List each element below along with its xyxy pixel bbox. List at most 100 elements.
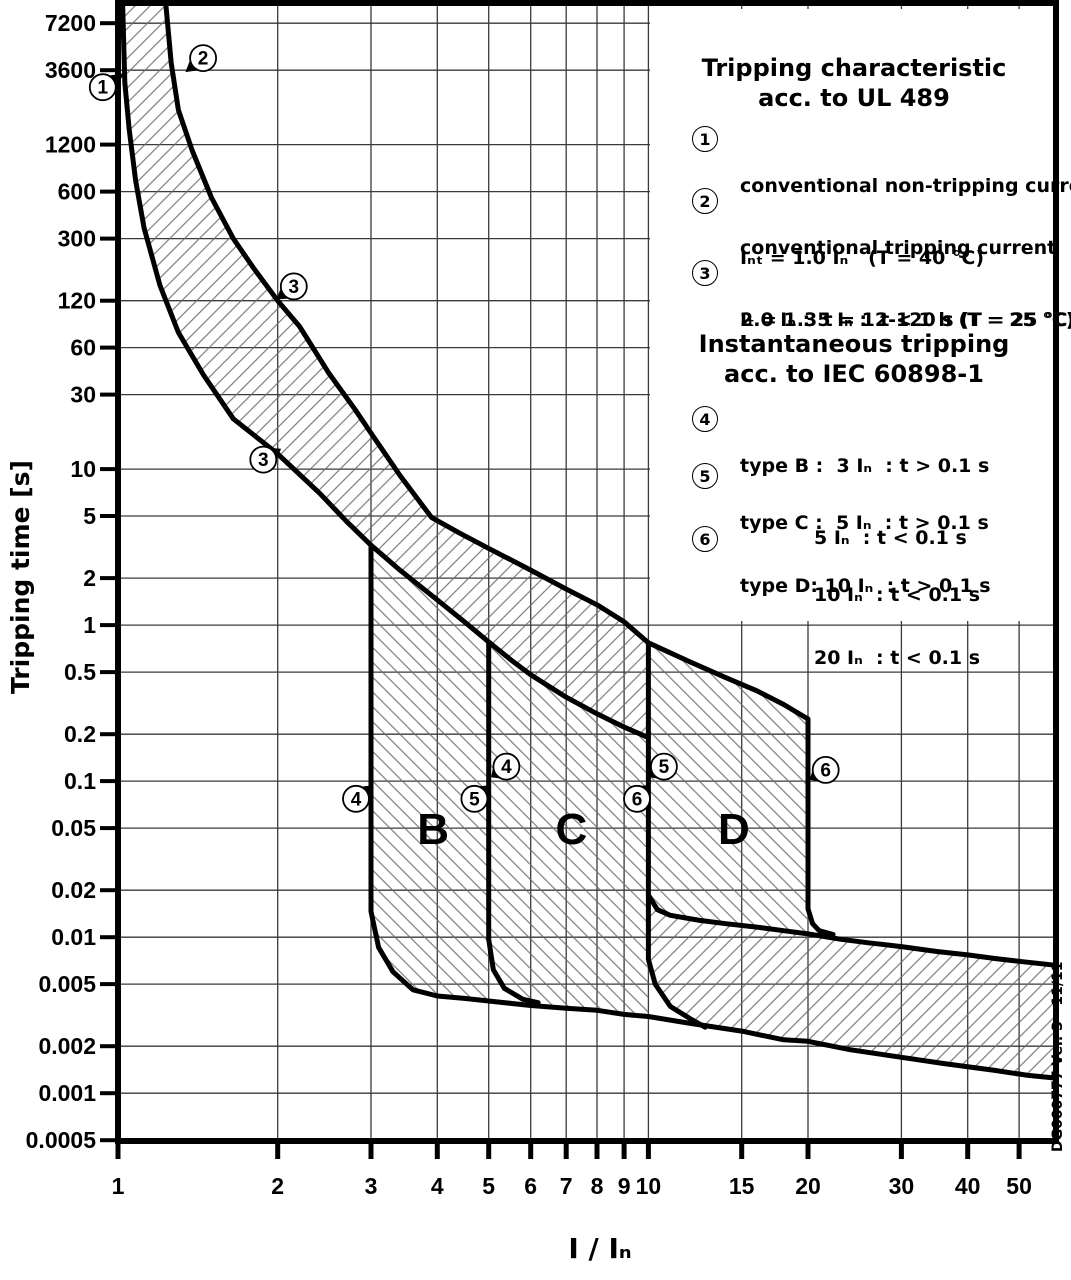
callout-5: 5 (649, 752, 678, 781)
legend-ul-title-line1: Tripping characteristic (701, 54, 1007, 82)
y-tick-label: 0.02 (51, 877, 96, 903)
legend-item-5: 5 type C : 5 Iₙ : t > 0.1 s 10 Iₙ : t < … (692, 463, 989, 655)
callout-number: 1 (98, 78, 109, 99)
y-tick-label: 2 (83, 565, 96, 591)
y-tick-label: 10 (70, 456, 96, 482)
callout-pointer (185, 60, 198, 73)
y-axis-title: Tripping time [s] (6, 460, 35, 694)
legend-item-1-number: 1 (692, 126, 718, 152)
y-tick-label: 3600 (45, 57, 96, 83)
callout-6: 6 (809, 756, 840, 784)
legend-ul-title-line2: acc. to UL 489 (758, 84, 950, 112)
callout-circle (623, 784, 651, 813)
callout-circle (650, 752, 678, 781)
legend-item-3-number: 3 (692, 260, 718, 286)
y-tick-label: 0.5 (64, 659, 96, 685)
y-tick-label: 600 (58, 179, 96, 205)
x-tick-label: 8 (591, 1173, 604, 1199)
legend-item-2-formula: Iₜ = 1.35 Iₙ : t < 1 h (T = 25 °C) (740, 309, 1071, 331)
callout-number: 6 (820, 760, 831, 781)
callout-circle (492, 752, 521, 781)
zone-c-hatch (488, 641, 649, 1017)
y-tick-label: 1200 (45, 132, 96, 158)
callout-circle (88, 73, 117, 102)
legend-item-4-line1: type B : 3 Iₙ : t > 0.1 s (740, 455, 990, 477)
callout-number: 3 (289, 277, 300, 298)
callout-circle (249, 445, 278, 474)
callout-number: 4 (351, 789, 362, 810)
y-tick-label: 30 (70, 382, 96, 408)
x-tick-label: 30 (889, 1173, 915, 1199)
legend-item-4: 4 type B : 3 Iₙ : t > 0.1 s 5 Iₙ : t < 0… (692, 406, 989, 598)
legend-item-2: 2 conventional tripping current Iₜ = 1.3… (692, 188, 1071, 380)
x-axis-title: I / Iₙ (568, 1232, 632, 1265)
y-tick-label: 0.2 (64, 721, 96, 747)
x-tick-label: 15 (729, 1173, 755, 1199)
callout-circle (279, 272, 308, 301)
x-tick-label: 4 (431, 1173, 444, 1199)
legend-item-1-formula: Iₙₜ = 1.0 Iₙ (T = 40 °C) (740, 247, 985, 269)
y-tick-label: 7200 (45, 10, 96, 36)
callout-number: 3 (258, 450, 269, 471)
type-b-5in-type-c-limit (486, 639, 541, 1006)
legend-item-6: 6 type D: 10 Iₙ : t > 0.1 s 20 Iₙ : t < … (692, 526, 991, 718)
y-tick-label: 120 (58, 288, 96, 314)
callout-number: 2 (198, 49, 209, 70)
y-tick-label: 0.002 (38, 1033, 96, 1059)
legend-item-5-line1: type C : 5 Iₙ : t > 0.1 s (740, 512, 989, 534)
legend-iec-title-line1: Instantaneous tripping (698, 330, 1010, 358)
upper-thermal-curve-tripping (163, 0, 811, 722)
callout-5: 5 (460, 784, 491, 813)
zone-d-hatch (648, 642, 808, 934)
zone-label-B: B (417, 805, 449, 854)
y-tick-label: 60 (70, 335, 96, 361)
legend-item-3: 3 2.0 Iₙ : t = 12-120 s (T = 25 °C) (692, 260, 1071, 380)
callout-number: 4 (501, 757, 512, 778)
y-tick-label: 5 (83, 503, 96, 529)
x-tick-label: 7 (560, 1173, 573, 1199)
callout-1: 1 (88, 73, 125, 102)
y-tick-label: 1 (83, 612, 96, 638)
legend-item-6-line2: 20 Iₙ : t < 0.1 s (814, 647, 981, 669)
legend-item-3-formula: 2.0 Iₙ : t = 12-120 s (T = 25 °C) (740, 309, 1071, 331)
type-b-3in-limit-and-lower-envelope (368, 542, 1059, 1081)
legend-item-6-line1: type D: 10 Iₙ : t > 0.1 s (740, 575, 991, 597)
y-tick-label: 0.05 (51, 815, 96, 841)
callout-2: 2 (185, 44, 218, 73)
legend-background (650, 9, 1053, 621)
legend-item-4-number: 4 (692, 406, 718, 432)
callout-circle (460, 784, 489, 813)
x-tick-label: 1 (112, 1173, 125, 1199)
x-tick-label: 2 (271, 1173, 284, 1199)
legend-item-1: 1 conventional non-tripping current Iₙₜ … (692, 126, 1071, 318)
y-tick-label: 0.0005 (26, 1127, 97, 1153)
callout-3: 3 (249, 445, 282, 474)
legend-iec-title-line2: acc. to IEC 60898-1 (724, 360, 984, 388)
legend-item-2-number: 2 (692, 188, 718, 214)
callout-circle (189, 44, 218, 72)
y-tick-label: 0.01 (51, 924, 96, 950)
x-tick-label: 40 (955, 1173, 981, 1199)
x-tick-label: 10 (636, 1173, 662, 1199)
x-tick-label: 5 (482, 1173, 495, 1199)
legend-item-6-number: 6 (692, 526, 718, 552)
zone-label-D: D (718, 805, 750, 854)
lower-thermal-curve-non-tripping (120, 0, 651, 741)
x-tick-label: 9 (618, 1173, 631, 1199)
callout-4: 4 (342, 784, 374, 813)
callout-4: 4 (491, 752, 521, 781)
callout-circle (342, 784, 370, 813)
zone-label-C: C (556, 805, 588, 854)
y-tick-label: 0.1 (64, 768, 96, 794)
x-tick-label: 20 (795, 1173, 821, 1199)
callout-number: 5 (469, 789, 480, 810)
thermal-band-hatch (122, 3, 649, 738)
type-d-20in-limit (805, 716, 836, 937)
y-tick-label: 0.005 (38, 971, 96, 997)
x-tick-label: 6 (524, 1173, 537, 1199)
callout-number: 6 (632, 789, 643, 810)
type-c-10in-type-d-limit (645, 640, 708, 1030)
plot-frame (115, 0, 1059, 1144)
